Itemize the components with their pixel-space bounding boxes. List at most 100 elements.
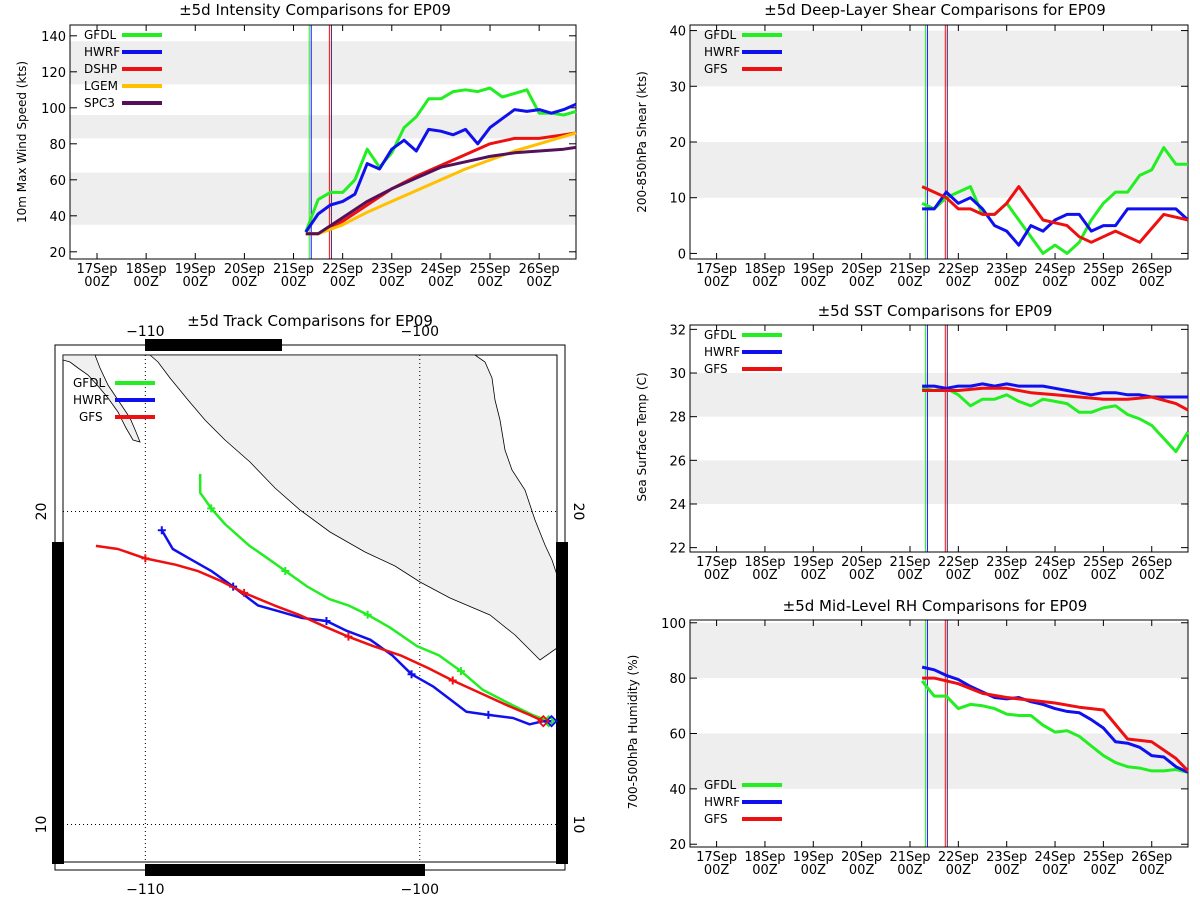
sst-xtick-label-hour: 00Z [1091, 568, 1117, 583]
rh-series-gfdl [920, 679, 1189, 774]
track-gfs-marker [344, 632, 353, 641]
intensity-xtick-label-day: 19Sep [175, 262, 216, 277]
shear-xtick-label-hour: 00Z [704, 275, 730, 290]
sst-legend-label-gfs: GFS [704, 362, 728, 376]
track-legend-label-gfs: GFS [79, 410, 103, 424]
shear-ytick-label: 40 [669, 25, 686, 40]
rh-legend-label-gfdl: GFDL [704, 778, 736, 792]
track-gfdl [198, 473, 550, 723]
track-map-panel: ±5d Track Comparisons for EP09 −110 −110 −… [34, 312, 586, 898]
shear-xtick-label-day: 20Sep [841, 262, 882, 277]
rh-xtick-label-day: 17Sep [696, 850, 737, 865]
rh-xtick-label-day: 18Sep [744, 850, 785, 865]
rh-xtick-label-hour: 00Z [849, 863, 875, 878]
rh-series-gfs [922, 676, 1190, 772]
shear-ytick-label: 0 [678, 247, 686, 262]
intensity-xtick-label-day: 24Sep [420, 262, 461, 277]
shear-xtick-label-day: 18Sep [744, 262, 785, 277]
track-gfdl-marker [207, 504, 216, 513]
intensity-xtick-label-hour: 00Z [183, 275, 209, 290]
intensity-xtick-label-day: 26Sep [519, 262, 560, 277]
rh-xtick-label-day: 25Sep [1083, 850, 1124, 865]
intensity-series-dshp [305, 131, 577, 236]
sst-ytick-label: 24 [669, 498, 686, 513]
intensity-series-spc3 [305, 145, 577, 236]
intensity-xtick-label-day: 22Sep [322, 262, 363, 277]
rh-ytick-label: 60 [669, 728, 686, 743]
intensity-xtick-label-day: 21Sep [273, 262, 314, 277]
intensity-band-0 [70, 172, 576, 225]
rh-xtick-label-day: 22Sep [938, 850, 979, 865]
shear-series-gfdl [921, 146, 1188, 255]
intensity-legend-label-gfdl: GFDL [84, 28, 116, 42]
sst-ytick-label: 30 [669, 367, 686, 382]
shear-ylabel: 200-850hPa Shear (kts) [635, 71, 649, 213]
shear-band-1 [690, 30, 1188, 87]
intensity-title: ±5d Intensity Comparisons for EP09 [179, 1, 451, 19]
shear-band-0 [690, 142, 1188, 198]
rh-band-0 [690, 733, 1188, 789]
intensity-legend-label-dshp: DSHP [84, 62, 117, 76]
shear-xtick-label-hour: 00Z [849, 275, 875, 290]
rh-xtick-label-hour: 00Z [1042, 863, 1068, 878]
sst-xtick-label-day: 21Sep [889, 555, 930, 570]
shear-title: ±5d Deep-Layer Shear Comparisons for EP0… [764, 1, 1106, 19]
map-lat-label-right: 20 [570, 503, 586, 521]
map-left-scalebar [52, 542, 64, 864]
map-lat-label-left: 20 [34, 503, 50, 521]
intensity-ytick-label: 80 [49, 138, 66, 153]
intensity-band-2 [70, 41, 576, 85]
rh-xtick-label-hour: 00Z [801, 863, 827, 878]
shear-series-gfs [921, 185, 1189, 244]
map-top-scalebar [145, 339, 282, 351]
track-gfdl-marker [281, 566, 290, 575]
map-lat-label-right: 10 [570, 816, 586, 834]
shear-ytick-label: 30 [669, 80, 686, 95]
shear-legend-label-hwrf: HWRF [704, 45, 740, 59]
sst-band-1 [690, 373, 1188, 417]
sst-series-hwrf [922, 382, 1188, 399]
intensity-xtick-label-day: 17Sep [76, 262, 117, 277]
rh-xtick-label-hour: 00Z [897, 863, 923, 878]
shear-xtick-label-day: 24Sep [1035, 262, 1076, 277]
intensity-ytick-label: 20 [49, 246, 66, 261]
rh-panel: ±5d Mid-Level RH Comparisons for EP09 70… [626, 597, 1190, 878]
track-legend-label-gfdl: GFDL [73, 376, 105, 390]
intensity-series-lgem [305, 131, 577, 236]
sst-panel: ±5d SST Comparisons for EP09 Sea Surface… [635, 302, 1190, 583]
intensity-panel: ±5d Intensity Comparisons for EP09 10m M… [15, 1, 577, 290]
intensity-ylabel: 10m Max Wind Speed (kts) [15, 61, 29, 223]
sst-xtick-label-day: 20Sep [841, 555, 882, 570]
rh-xtick-label-hour: 00Z [994, 863, 1020, 878]
shear-panel: ±5d Deep-Layer Shear Comparisons for EP0… [635, 1, 1190, 290]
intensity-xtick-label-hour: 00Z [330, 275, 356, 290]
intensity-xtick-label-hour: 00Z [281, 275, 307, 290]
sst-xtick-label-hour: 00Z [1139, 568, 1165, 583]
track-gfs-start [537, 714, 550, 728]
intensity-series-hwrf [304, 102, 577, 233]
baja-california [62, 354, 141, 443]
rh-title: ±5d Mid-Level RH Comparisons for EP09 [783, 597, 1088, 615]
shear-xtick-label-hour: 00Z [1139, 275, 1165, 290]
rh-xtick-label-day: 23Sep [986, 850, 1027, 865]
intensity-xtick-label-hour: 00Z [428, 275, 454, 290]
sst-xtick-label-hour: 00Z [1042, 568, 1068, 583]
rh-xtick-label-hour: 00Z [704, 863, 730, 878]
sst-xtick-label-hour: 00Z [897, 568, 923, 583]
rh-xtick-label-day: 21Sep [889, 850, 930, 865]
intensity-legend-label-spc3: SPC3 [84, 96, 115, 110]
track-hwrf-marker [407, 670, 416, 679]
rh-xtick-label-hour: 00Z [752, 863, 778, 878]
shear-xtick-label-day: 22Sep [938, 262, 979, 277]
sst-xtick-label-day: 25Sep [1083, 555, 1124, 570]
track-hwrf-marker [157, 526, 166, 535]
shear-legend-label-gfdl: GFDL [704, 28, 736, 42]
shear-xtick-label-day: 26Sep [1131, 262, 1172, 277]
sst-xtick-label-day: 19Sep [793, 555, 834, 570]
sst-xtick-label-day: 24Sep [1035, 555, 1076, 570]
rh-ytick-label: 20 [669, 838, 686, 853]
rh-ytick-label: 100 [661, 617, 686, 632]
sst-ytick-label: 32 [669, 323, 686, 338]
intensity-ytick-label: 40 [49, 210, 66, 225]
intensity-xtick-label-hour: 00Z [477, 275, 503, 290]
